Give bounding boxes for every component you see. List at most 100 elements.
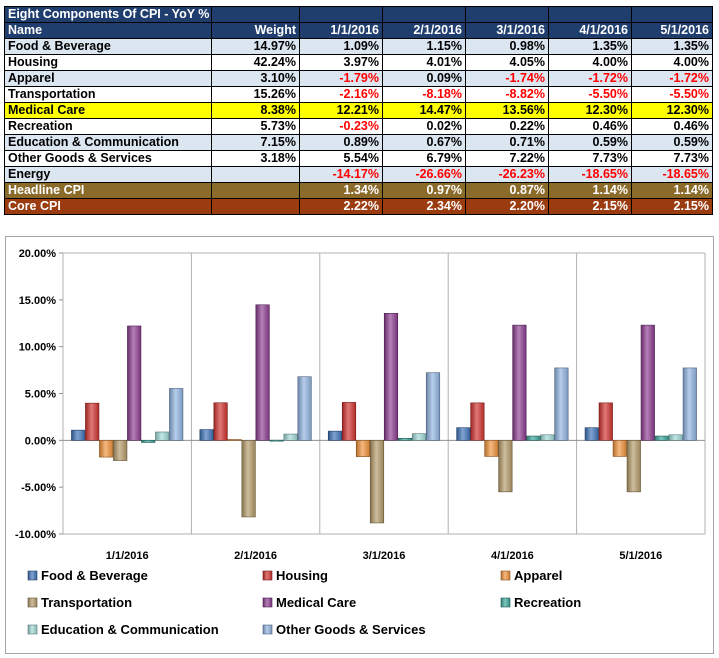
table-cell: 4.05% (465, 54, 549, 71)
table-cell: -5.50% (548, 86, 632, 103)
bar (654, 435, 669, 441)
table-cell: 0.89% (299, 134, 383, 151)
bar (598, 402, 613, 441)
table-row: Education & Communication 7.15% 0.89% 0.67%… (4, 134, 713, 151)
bar (470, 402, 485, 441)
table-cell: 1.14% (631, 182, 713, 199)
table-cell: 0.59% (631, 134, 713, 151)
y-tick-label: -5.00% (21, 482, 56, 494)
table-cell: -1.79% (299, 70, 383, 87)
table-cell: 2.22% (299, 198, 383, 215)
table-cell: 0.22% (465, 118, 549, 135)
cpi-bar-chart: -10.00% -5.00% 0.00% 5.00% 10.00% 15.00% 20.00… (15, 248, 706, 637)
bar (85, 402, 100, 441)
legend-swatch (27, 570, 38, 581)
bar (554, 367, 569, 441)
bar (425, 372, 441, 441)
table-cell: 2.34% (382, 198, 466, 215)
table-cell: 0.98% (465, 38, 549, 55)
table-row: Apparel 3.10% -1.79% 0.09% -1.74% -1.72% -1.72… (4, 70, 713, 87)
bar (99, 440, 114, 458)
table-cell: Food & Beverage (4, 38, 212, 55)
table-cell: Education & Communication (4, 134, 212, 151)
table-cell: 2.15% (548, 198, 632, 215)
table-row: Food & Beverage 14.97% 1.09% 1.15% 0.98% 1.35… (4, 38, 713, 55)
bar (269, 439, 284, 442)
column-header: 5/1/2016 (631, 22, 713, 39)
table-cell: Housing (4, 54, 212, 71)
bar (383, 313, 399, 441)
column-header: 3/1/2016 (465, 22, 549, 39)
table-cell: 7.73% (631, 150, 713, 167)
table-cell: Energy (4, 166, 212, 183)
column-header: 4/1/2016 (548, 22, 632, 39)
bar (540, 434, 555, 441)
table-cell: Recreation (4, 118, 212, 135)
table-cell: -8.18% (382, 86, 466, 103)
table-title: Eight Components Of CPI - YoY % Change (4, 6, 212, 23)
table-cell: 5.54% (299, 150, 383, 167)
table-cell: 0.97% (382, 182, 466, 199)
bar (512, 324, 527, 441)
table-cell: 0.46% (548, 118, 632, 135)
table-cell: 5.73% (211, 118, 300, 135)
x-tick-label: 2/1/2016 (234, 550, 277, 562)
table-cell: 1.35% (548, 38, 632, 55)
table-cell: Headline CPI (4, 182, 212, 199)
table-cell: 4.01% (382, 54, 466, 71)
bar (640, 324, 655, 441)
bar (456, 427, 471, 441)
bar (241, 440, 256, 518)
bar (612, 440, 627, 457)
column-header: 2/1/2016 (382, 22, 466, 39)
table-cell: 14.97% (211, 38, 300, 55)
legend-label: Education & Communication (41, 622, 219, 637)
chart-area: -10.00% -5.00% 0.00% 5.00% 10.00% 15.00% 20.00… (5, 236, 714, 654)
bar (498, 440, 513, 493)
bar (127, 325, 142, 441)
legend-label: Transportation (41, 595, 132, 610)
table-cell: -26.23% (465, 166, 549, 183)
table-row: Energy -14.17% -26.66% -26.23% -18.65% -18.65… (4, 166, 713, 183)
table-cell: -14.17% (299, 166, 383, 183)
table-cell: 3.97% (299, 54, 383, 71)
y-tick-label: 5.00% (25, 389, 56, 401)
table-cell: 12.30% (548, 102, 632, 119)
table-cell: 6.79% (382, 150, 466, 167)
x-tick-label: 3/1/2016 (363, 550, 406, 562)
legend-label: Food & Beverage (41, 568, 148, 583)
table-cell: 4.00% (548, 54, 632, 71)
table-cell: 12.21% (299, 102, 383, 119)
bar (71, 429, 86, 441)
table-cell: Other Goods & Services (4, 150, 212, 167)
bar (626, 440, 641, 493)
table-cell: 7.15% (211, 134, 300, 151)
table-cell: -5.50% (631, 86, 713, 103)
table-cell: Apparel (4, 70, 212, 87)
table-header-row: Name Weight 1/1/2016 2/1/2016 3/1/2016 4… (4, 22, 713, 39)
bar (327, 430, 343, 441)
bar (283, 433, 298, 441)
bar (255, 304, 270, 441)
table-cell: -18.65% (631, 166, 713, 183)
table-cell: -1.72% (631, 70, 713, 87)
table-cell: 0.59% (548, 134, 632, 151)
table-cell: 1.09% (299, 38, 383, 55)
bar (169, 388, 184, 441)
table-cell: 14.47% (382, 102, 466, 119)
table-cell: Medical Care (4, 102, 212, 119)
table-row: Other Goods & Services 3.18% 5.54% 6.79% 7.2… (4, 150, 713, 167)
x-tick-label: 1/1/2016 (106, 550, 149, 562)
table-cell: 0.02% (382, 118, 466, 135)
table-cell: 1.35% (631, 38, 713, 55)
table-cell: Core CPI (4, 198, 212, 215)
x-tick-label: 4/1/2016 (491, 550, 534, 562)
table-cell (211, 166, 300, 183)
bar (355, 440, 371, 457)
bar (411, 433, 427, 441)
bar (213, 402, 228, 441)
table-cell: 12.30% (631, 102, 713, 119)
table-cell (211, 182, 300, 199)
bar (526, 435, 541, 441)
table-cell: 1.15% (382, 38, 466, 55)
